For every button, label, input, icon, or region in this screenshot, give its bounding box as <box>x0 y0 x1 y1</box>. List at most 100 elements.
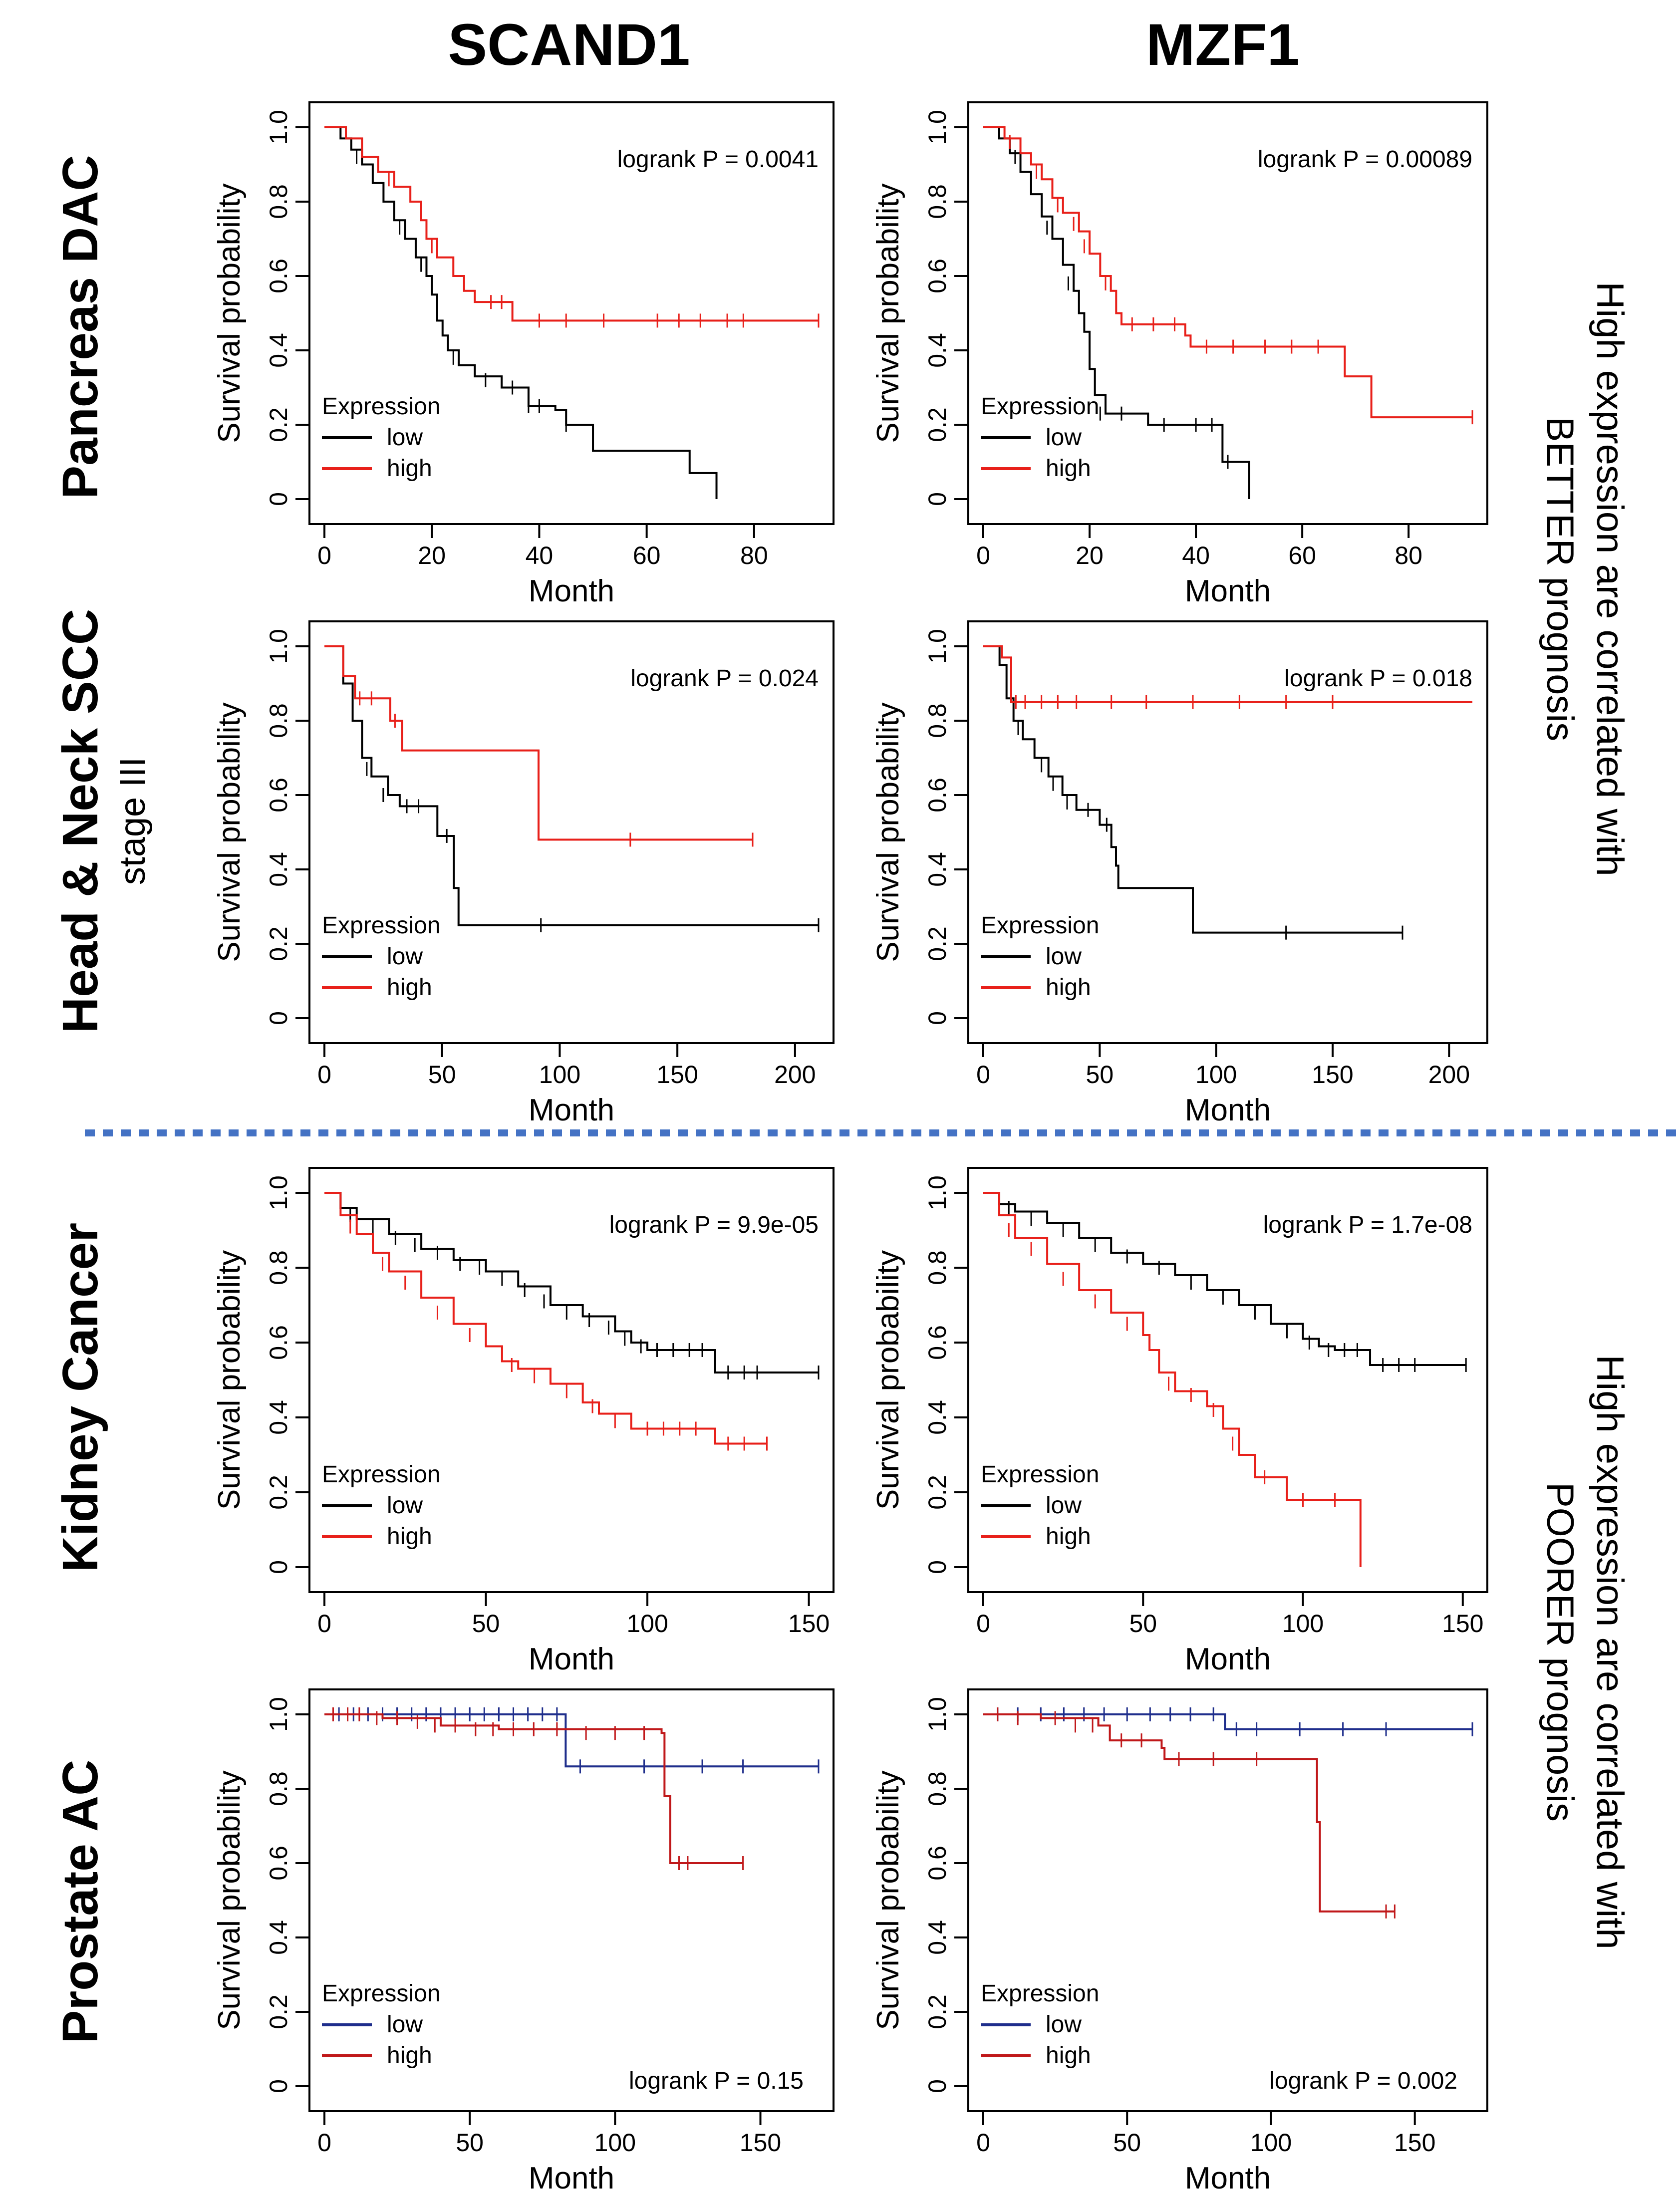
side-note-better: High expression are correlated with BETT… <box>1539 281 1631 876</box>
y-tick-label: 0.6 <box>923 1325 951 1360</box>
x-axis-label: Month <box>1185 1093 1271 1127</box>
x-tick-label: 0 <box>976 2129 990 2157</box>
legend-label-high: high <box>387 1523 432 1550</box>
plot-frame <box>308 1167 835 1593</box>
legend-label-high: high <box>387 2042 432 2069</box>
survival-curve-low <box>324 126 718 499</box>
column-header-mzf1: MZF1 <box>1146 12 1300 78</box>
row-label-head-neck: Head & Neck SCC stage III <box>52 609 153 1033</box>
y-tick-label: 0.2 <box>923 1994 951 2029</box>
x-tick-label: 150 <box>788 1610 830 1638</box>
logrank-p-value: logrank P = 0.024 <box>630 665 819 692</box>
x-tick-label: 100 <box>1250 2129 1292 2157</box>
logrank-p-value: logrank P = 0.0041 <box>617 146 819 173</box>
survival-curve-low <box>983 1192 1466 1366</box>
y-axis-label: Survival probability <box>871 702 905 962</box>
survival-curve-high <box>324 1192 767 1445</box>
x-tick-label: 0 <box>976 1610 990 1638</box>
panels: 0 0.2 0.4 0.6 0.8 1.0 0 20 40 60 80 Month Survival p… <box>212 101 1488 2196</box>
y-tick-label: 0.6 <box>265 778 292 813</box>
survival-curve-high <box>983 645 1472 703</box>
y-axis-label: Survival probability <box>871 183 905 443</box>
survival-curve-low <box>983 1713 1472 1730</box>
legend-label-high: high <box>387 974 432 1001</box>
legend-title: Expression <box>322 1980 440 2007</box>
survival-curve-high <box>983 1713 1395 1913</box>
legend-title: Expression <box>981 912 1099 939</box>
row-label-head-neck-scc: Head & Neck SCC <box>52 609 108 1033</box>
x-tick-label: 100 <box>594 2129 636 2157</box>
x-tick-label: 50 <box>472 1610 500 1638</box>
legend-label-low: low <box>387 424 423 451</box>
panel-hnscc-mzf1: 0 0.2 0.4 0.6 0.8 1.0 0 50 100 150 200 Month Surviva… <box>871 620 1488 1127</box>
x-tick-label: 150 <box>1312 1061 1353 1089</box>
logrank-p-value: logrank P = 0.018 <box>1284 665 1472 692</box>
y-tick-label: 0.4 <box>923 1920 951 1955</box>
legend-title: Expression <box>981 1461 1099 1488</box>
y-axis-label: Survival probability <box>871 1250 905 1510</box>
y-tick-label: 1.0 <box>923 1697 951 1732</box>
legend-title: Expression <box>322 393 440 420</box>
survival-curve-low <box>983 645 1402 934</box>
side-note-better-line2: BETTER prognosis <box>1539 417 1581 741</box>
legend-label-low: low <box>1046 424 1082 451</box>
survival-curve-high <box>324 645 753 841</box>
y-tick-label: 0.2 <box>923 926 951 961</box>
x-tick-label: 0 <box>317 1610 331 1638</box>
x-tick-label: 150 <box>740 2129 781 2157</box>
panel-kidney-scand1: 0 0.2 0.4 0.6 0.8 1.0 0 50 100 150 Month Survival p… <box>212 1167 835 1676</box>
y-tick-label: 0.8 <box>923 1771 951 1806</box>
x-axis-label: Month <box>529 1642 614 1676</box>
y-tick-label: 0 <box>923 492 951 506</box>
legend-label-low: low <box>1046 2011 1082 2038</box>
x-tick-label: 60 <box>1288 542 1316 569</box>
panel-pancreas-mzf1: 0 0.2 0.4 0.6 0.8 1.0 0 20 40 60 80 Month Survival p… <box>871 101 1488 608</box>
y-axis-label: Survival probability <box>212 1250 247 1510</box>
x-tick-label: 20 <box>1076 542 1104 569</box>
y-tick-label: 0 <box>923 2079 951 2093</box>
y-tick-label: 1.0 <box>265 1697 292 1732</box>
plot-frame <box>308 1688 835 2112</box>
x-axis-label: Month <box>1185 2161 1271 2196</box>
legend-title: Expression <box>981 393 1099 420</box>
logrank-p-value: logrank P = 9.9e-05 <box>609 1212 819 1238</box>
legend-label-low: low <box>1046 943 1082 970</box>
legend-title: Expression <box>322 1461 440 1488</box>
y-tick-label: 0.4 <box>923 333 951 368</box>
x-tick-label: 0 <box>317 542 331 569</box>
y-tick-label: 0.8 <box>923 1250 951 1285</box>
y-tick-label: 0.6 <box>265 259 292 293</box>
y-tick-label: 0 <box>265 492 292 506</box>
y-tick-label: 0 <box>265 2079 292 2093</box>
legend-label-high: high <box>1046 974 1091 1001</box>
x-tick-label: 0 <box>976 1061 990 1089</box>
y-tick-label: 0.8 <box>265 1250 292 1285</box>
plot-frame <box>967 620 1488 1044</box>
y-tick-label: 0.8 <box>923 703 951 738</box>
logrank-p-value: logrank P = 0.002 <box>1269 2068 1457 2094</box>
y-tick-label: 0.2 <box>265 926 292 961</box>
logrank-p-value: logrank P = 0.00089 <box>1258 146 1472 173</box>
survival-curve-high <box>983 126 1472 419</box>
y-tick-label: 0 <box>923 1011 951 1025</box>
y-tick-label: 0.8 <box>265 1771 292 1806</box>
x-tick-label: 50 <box>456 2129 484 2157</box>
x-axis-label: Month <box>1185 1642 1271 1676</box>
x-tick-label: 200 <box>1428 1061 1470 1089</box>
x-tick-label: 40 <box>526 542 554 569</box>
plot-frame <box>967 1167 1488 1593</box>
x-tick-label: 200 <box>774 1061 816 1089</box>
row-label-kidney-cancer: Kidney Cancer <box>52 1223 108 1572</box>
survival-curve-low <box>324 1192 819 1373</box>
x-tick-label: 150 <box>656 1061 698 1089</box>
panel-hnscc-scand1: 0 0.2 0.4 0.6 0.8 1.0 0 50 100 150 200 Month Surviva… <box>212 620 835 1127</box>
y-tick-label: 0.8 <box>923 184 951 219</box>
y-tick-label: 0.8 <box>265 703 292 738</box>
x-tick-label: 0 <box>317 1061 331 1089</box>
legend-label-high: high <box>1046 455 1091 482</box>
x-tick-label: 0 <box>976 542 990 569</box>
y-axis-label: Survival probability <box>871 1770 905 2030</box>
y-tick-label: 1.0 <box>923 110 951 145</box>
legend-label-low: low <box>1046 1492 1082 1519</box>
plot-frame <box>967 1688 1488 2112</box>
